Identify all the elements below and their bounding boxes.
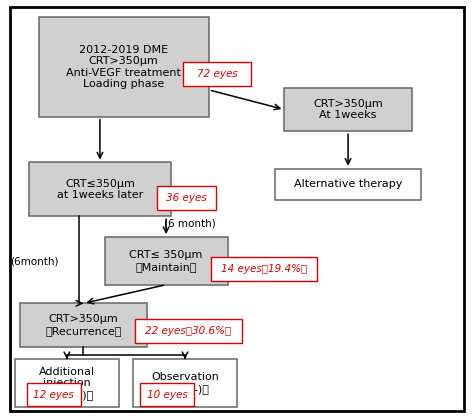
Text: Observation
【PRN(-)】: Observation 【PRN(-)】 [151, 372, 219, 394]
Text: Additional
injection
【PRN(+)】: Additional injection 【PRN(+)】 [39, 366, 95, 400]
FancyBboxPatch shape [10, 7, 464, 411]
Text: CRT≤ 350μm
【Maintain】: CRT≤ 350μm 【Maintain】 [129, 250, 203, 272]
Text: 12 eyes: 12 eyes [34, 390, 74, 400]
Text: 14 eyes（19.4%）: 14 eyes（19.4%） [221, 263, 307, 274]
FancyBboxPatch shape [182, 62, 251, 86]
Text: (6month): (6month) [10, 257, 59, 267]
FancyBboxPatch shape [27, 384, 81, 406]
Text: 72 eyes: 72 eyes [197, 69, 237, 79]
FancyBboxPatch shape [29, 162, 171, 216]
Text: CRT≤350μm
at 1weeks later: CRT≤350μm at 1weeks later [57, 178, 143, 200]
FancyBboxPatch shape [136, 319, 242, 343]
FancyBboxPatch shape [38, 17, 209, 117]
Text: CRT>350μm
At 1weeks: CRT>350μm At 1weeks [313, 99, 383, 120]
FancyBboxPatch shape [284, 88, 412, 131]
Text: Alternative therapy: Alternative therapy [294, 179, 402, 189]
FancyBboxPatch shape [275, 168, 421, 200]
FancyBboxPatch shape [105, 237, 228, 285]
FancyBboxPatch shape [15, 359, 119, 407]
FancyBboxPatch shape [140, 384, 194, 406]
FancyBboxPatch shape [211, 257, 318, 280]
FancyBboxPatch shape [156, 186, 216, 210]
FancyBboxPatch shape [19, 303, 147, 347]
Text: 2012-2019 DME
CRT>350μm
Anti-VEGF treatment
Loading phase: 2012-2019 DME CRT>350μm Anti-VEGF treatm… [66, 45, 181, 89]
Text: CRT>350μm
【Recurrence】: CRT>350μm 【Recurrence】 [45, 314, 122, 336]
FancyBboxPatch shape [133, 359, 237, 407]
Text: (6 month): (6 month) [164, 219, 216, 229]
Text: 10 eyes: 10 eyes [147, 390, 188, 400]
Text: 22 eyes（30.6%）: 22 eyes（30.6%） [146, 326, 232, 336]
Text: 36 eyes: 36 eyes [166, 193, 207, 203]
